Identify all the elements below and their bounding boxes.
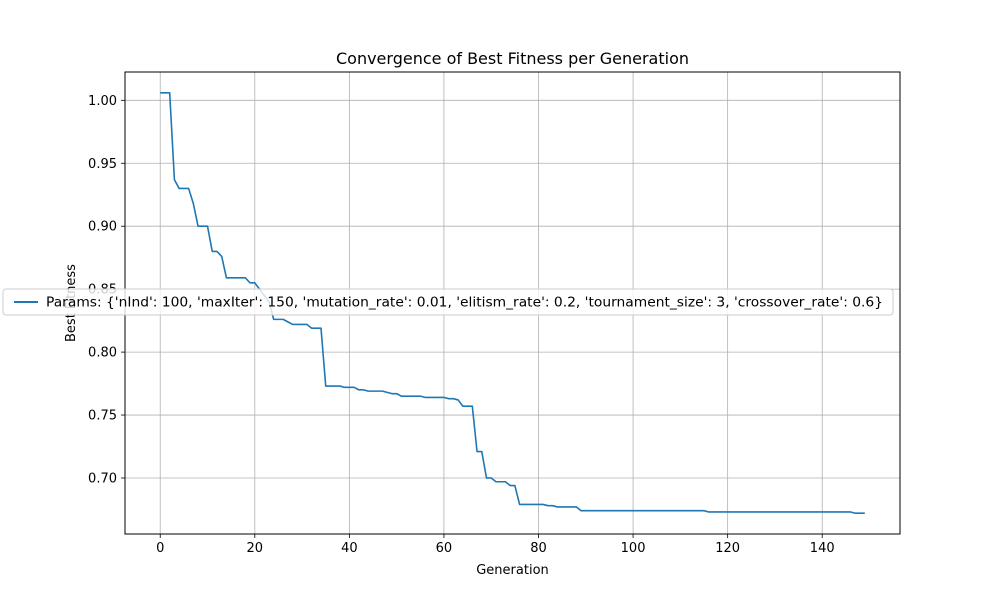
y-tick-label: 0.70 (88, 471, 117, 486)
y-tick-label: 0.75 (88, 409, 117, 424)
y-tick-label: 1.00 (88, 94, 117, 109)
legend-box (2, 288, 894, 316)
x-tick-label: 40 (341, 541, 358, 556)
x-axis-label: Generation (476, 563, 549, 578)
chart-title: Convergence of Best Fitness per Generati… (336, 49, 689, 68)
legend: Params: {'nInd': 100, 'maxIter': 150, 'm… (2, 288, 894, 316)
series-layer (160, 91, 865, 515)
x-tick-label: 120 (715, 541, 740, 556)
x-tick-label: 140 (810, 541, 835, 556)
grid (125, 72, 900, 534)
legend-entry: Params: {'nInd': 100, 'maxIter': 150, 'm… (46, 296, 883, 311)
x-tick-label: 0 (156, 541, 164, 556)
x-tick-label: 60 (436, 541, 453, 556)
y-tick-label: 0.95 (88, 157, 117, 172)
y-tick-label: 0.80 (88, 346, 117, 361)
series-line (160, 91, 865, 515)
x-tick-label: 80 (530, 541, 547, 556)
x-tick-label: 20 (247, 541, 264, 556)
y-tick-label: 0.90 (88, 220, 117, 235)
x-tick-label: 100 (621, 541, 646, 556)
x-axis: 0 20 40 60 80 100 120 140 (156, 534, 835, 556)
